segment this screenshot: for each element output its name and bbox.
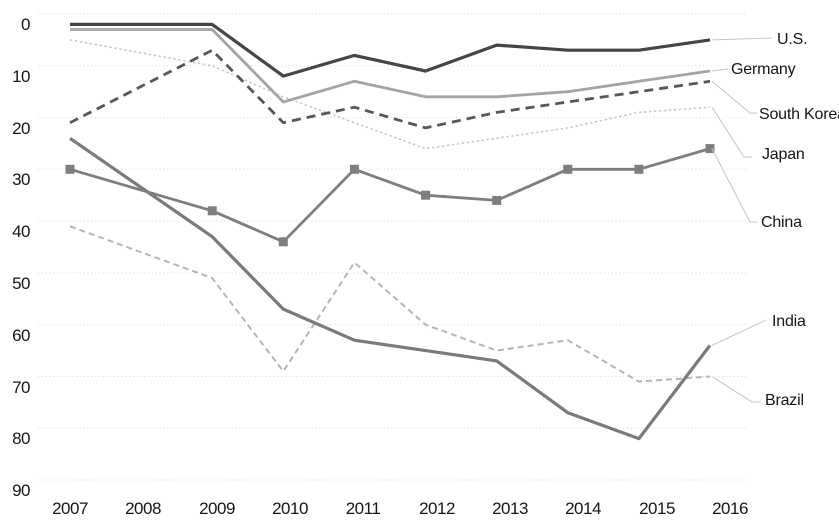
china-marker	[634, 164, 644, 174]
series-line-japan	[69, 39, 711, 150]
series-label-south-korea: South Korea	[759, 106, 839, 123]
china-marker	[349, 164, 359, 174]
series-line-germany	[70, 28, 711, 104]
china-marker	[65, 164, 75, 174]
series-label-china: China	[761, 214, 802, 231]
x-tick-label: 2008	[125, 499, 161, 518]
x-tick-label: 2010	[272, 499, 308, 518]
x-tick-label: 2009	[199, 499, 235, 518]
china-marker	[278, 237, 288, 247]
china-marker	[492, 195, 502, 205]
china-marker	[207, 206, 217, 216]
y-tick-label: 40	[12, 222, 30, 241]
leader-line-china	[711, 148, 757, 223]
x-tick-label: 2015	[639, 499, 675, 518]
x-tick-label: 2016	[712, 499, 748, 518]
y-tick-label: 10	[12, 67, 30, 86]
y-tick-label: 80	[12, 429, 30, 448]
series-label-japan: Japan	[762, 146, 805, 163]
x-tick-label: 2013	[492, 499, 528, 518]
leader-line-india	[711, 319, 767, 346]
leader-line-germany	[711, 68, 729, 72]
y-tick-label: 50	[12, 274, 30, 293]
leader-line-brazil	[711, 376, 761, 403]
y-tick-label: 30	[12, 170, 30, 189]
leader-line-south-korea	[711, 80, 757, 114]
series-label-india: India	[772, 313, 806, 330]
series-label-us: U.S.	[777, 31, 808, 48]
china-marker	[421, 190, 431, 200]
x-tick-label: 2014	[565, 499, 601, 518]
series-label-brazil: Brazil	[765, 392, 804, 409]
series-line-south-korea	[69, 48, 711, 130]
leader-line-u-s	[711, 37, 773, 41]
series-line-u-s	[70, 22, 711, 78]
x-tick-label: 2012	[419, 499, 455, 518]
y-tick-label: 20	[12, 119, 30, 138]
series-line-india	[69, 136, 712, 441]
series-label-germany: Germany	[731, 61, 796, 78]
y-tick-label: 0	[21, 15, 30, 34]
y-tick-label: 90	[12, 481, 30, 500]
y-tick-label: 60	[12, 326, 30, 345]
series-line-china	[69, 147, 711, 244]
china-marker	[705, 144, 715, 154]
china-marker	[563, 164, 573, 174]
x-tick-label: 2007	[52, 499, 88, 518]
series-line-brazil	[69, 225, 711, 383]
x-tick-label: 2011	[345, 499, 381, 518]
leader-line-japan	[711, 106, 752, 158]
y-tick-label: 70	[12, 378, 30, 397]
